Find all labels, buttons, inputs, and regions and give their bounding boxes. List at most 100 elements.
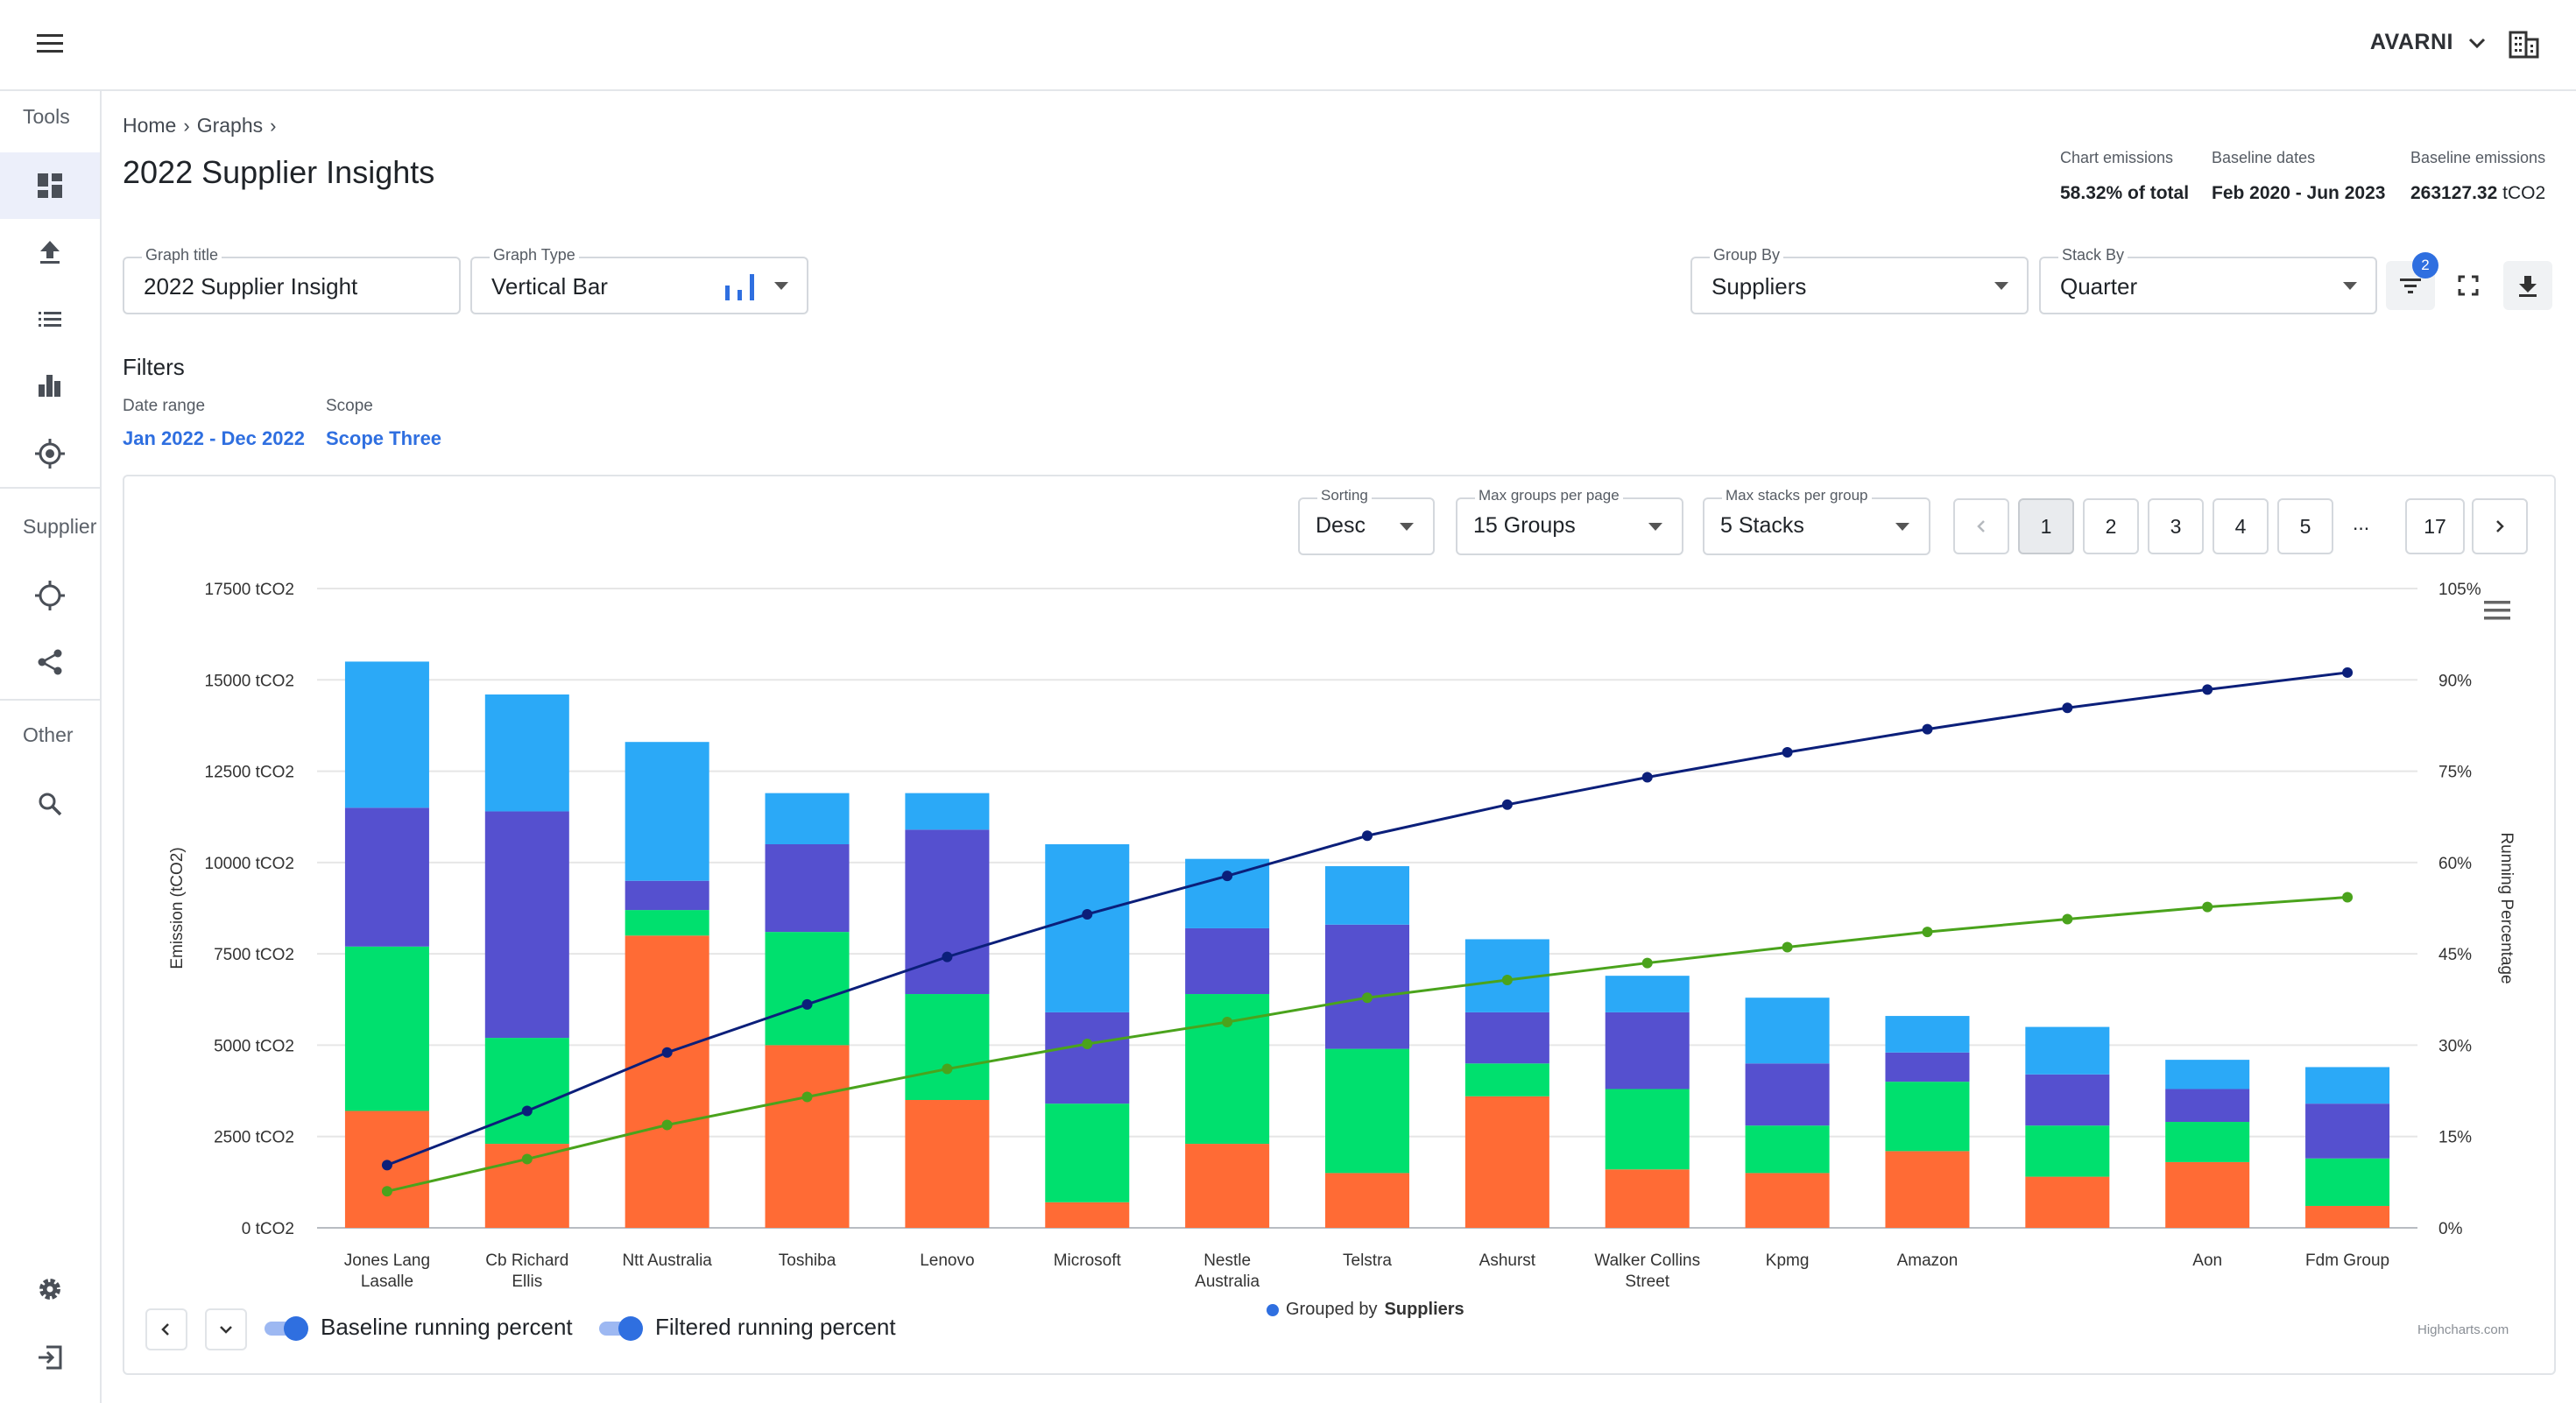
series-point xyxy=(521,1105,533,1117)
baseline-emissions-unit: tCO2 xyxy=(2502,183,2546,203)
bar-segment xyxy=(2165,1060,2250,1089)
sidebar-divider xyxy=(0,487,100,489)
legend-prev-button[interactable] xyxy=(145,1308,187,1350)
max-stacks-select[interactable]: Max stacks per group 5 Stacks xyxy=(1703,487,1930,555)
graph-type-select[interactable]: Graph Type Vertical Bar xyxy=(470,246,808,314)
pagination-last-page[interactable]: 17 xyxy=(2405,498,2465,554)
y-axis-left-tick-label: 10000 tCO2 xyxy=(205,855,294,873)
series-point xyxy=(801,1091,813,1103)
chevron-right-icon: › xyxy=(183,114,190,137)
sidebar-item-dashboard[interactable] xyxy=(0,152,100,219)
fullscreen-button[interactable] xyxy=(2444,261,2493,310)
y-axis-right-tick-label: 15% xyxy=(2438,1129,2472,1147)
y-axis-right-tick-label: 90% xyxy=(2438,672,2472,690)
breadcrumb-graphs[interactable]: Graphs xyxy=(196,114,264,137)
bar-segment xyxy=(2025,1074,2110,1126)
max-stacks-label: Max stacks per group xyxy=(1722,487,1872,504)
bar-segment xyxy=(1045,844,1130,1012)
series-point xyxy=(1501,799,1513,810)
pagination-page-1[interactable]: 1 xyxy=(2018,498,2074,554)
bar-segment xyxy=(2305,1158,2390,1206)
bar-segment xyxy=(905,793,990,830)
date-range-label: Date range xyxy=(123,397,206,415)
filter-icon xyxy=(2400,278,2421,293)
graph-title-field[interactable]: Graph title 2022 Supplier Insight xyxy=(123,246,461,314)
breadcrumb-home[interactable]: Home xyxy=(123,114,177,137)
sorting-select[interactable]: Sorting Desc xyxy=(1298,487,1435,555)
sidebar-item-search[interactable] xyxy=(0,771,100,837)
bar-segment xyxy=(1325,924,1409,1049)
scope-value[interactable]: Scope Three xyxy=(326,427,442,449)
pagination-prev[interactable] xyxy=(1953,498,2009,554)
sorting-value: Desc xyxy=(1316,513,1366,538)
y-axis-right-tick-label: 0% xyxy=(2438,1220,2463,1238)
series-point xyxy=(1641,772,1653,783)
sidebar-item-upload[interactable] xyxy=(0,219,100,286)
pagination-page-3[interactable]: 3 xyxy=(2148,498,2204,554)
bar-segment xyxy=(2165,1089,2250,1123)
date-range-value[interactable]: Jan 2022 - Dec 2022 xyxy=(123,427,305,449)
pagination-page-5[interactable]: 5 xyxy=(2277,498,2333,554)
baseline-dates-label: Baseline dates xyxy=(2212,149,2316,166)
series-point xyxy=(1922,927,1933,938)
gear-icon xyxy=(39,1279,60,1300)
bar-segment xyxy=(2025,1125,2110,1177)
building-icon[interactable] xyxy=(2506,26,2541,61)
x-axis-tick-label: Jones Lang xyxy=(344,1251,430,1270)
dropdown-caret-icon xyxy=(1648,523,1662,531)
group-by-select[interactable]: Group By Suppliers xyxy=(1690,246,2029,314)
graph-title-label: Graph title xyxy=(142,246,222,264)
sidebar-item-target[interactable] xyxy=(0,420,100,487)
chevron-down-icon[interactable] xyxy=(2464,30,2490,56)
baseline-emissions-label: Baseline emissions xyxy=(2410,149,2546,166)
bar-segment xyxy=(1045,1202,1130,1228)
breadcrumb: Home › Graphs › xyxy=(123,114,276,137)
filter-button[interactable]: 2 xyxy=(2386,252,2438,310)
pagination-page-4[interactable]: 4 xyxy=(2213,498,2269,554)
series-point xyxy=(1782,747,1793,758)
hamburger-menu-icon[interactable] xyxy=(30,26,70,61)
download-button[interactable] xyxy=(2503,261,2552,310)
sidebar-section-other: Other xyxy=(23,723,74,746)
stack-by-select[interactable]: Stack By Quarter xyxy=(2039,246,2377,314)
sidebar-item-graphs[interactable] xyxy=(0,352,100,419)
graph-title-input[interactable]: 2022 Supplier Insight xyxy=(144,273,358,300)
x-axis-tick-label: Cb Richard xyxy=(485,1251,568,1270)
bar-segment xyxy=(1745,1125,1830,1174)
download-icon xyxy=(2519,276,2537,297)
toggle-switch[interactable] xyxy=(597,1315,643,1341)
top-bar xyxy=(0,0,2576,91)
dashboard-icon xyxy=(38,173,62,198)
pagination-page-2[interactable]: 2 xyxy=(2083,498,2139,554)
legend-filtered-toggle[interactable]: Filtered running percent xyxy=(597,1314,896,1341)
chart-menu-icon[interactable] xyxy=(2484,601,2510,620)
sidebar-item-crosshair[interactable] xyxy=(0,562,100,629)
legend-expand-button[interactable] xyxy=(205,1308,247,1350)
grouped-by-caption: Grouped by Suppliers xyxy=(1267,1300,1464,1320)
toggle-switch[interactable] xyxy=(263,1315,308,1341)
dropdown-caret-icon xyxy=(1895,523,1909,531)
grouped-by-value: Suppliers xyxy=(1384,1300,1464,1319)
pagination-next[interactable] xyxy=(2472,498,2528,554)
legend-baseline-toggle[interactable]: Baseline running percent xyxy=(263,1314,573,1341)
scope-label: Scope xyxy=(326,397,373,415)
series-point xyxy=(2202,684,2213,695)
x-axis-tick-label: Lenovo xyxy=(920,1251,974,1270)
grouped-by-prefix: Grouped by xyxy=(1286,1300,1378,1319)
sidebar-item-list[interactable] xyxy=(0,286,100,352)
y-axis-left-tick-label: 17500 tCO2 xyxy=(205,581,294,599)
sidebar-item-logout[interactable] xyxy=(0,1324,100,1391)
max-groups-select[interactable]: Max groups per page 15 Groups xyxy=(1456,487,1683,555)
organization-name[interactable]: AVARNI xyxy=(2369,30,2453,54)
x-axis-tick-label: Toshiba xyxy=(779,1251,836,1270)
chevron-right-icon xyxy=(2496,520,2504,532)
x-axis-tick-label: Ntt Australia xyxy=(622,1251,712,1270)
bar-segment xyxy=(1605,976,1690,1012)
bar-segment xyxy=(1745,1173,1830,1228)
sidebar-item-share[interactable] xyxy=(0,629,100,695)
series-point xyxy=(1922,723,1933,735)
bar-segment xyxy=(905,829,990,995)
bar-segment xyxy=(1885,1082,1970,1152)
sidebar-item-settings[interactable] xyxy=(0,1256,100,1322)
vertical-bar-icon xyxy=(725,274,754,300)
